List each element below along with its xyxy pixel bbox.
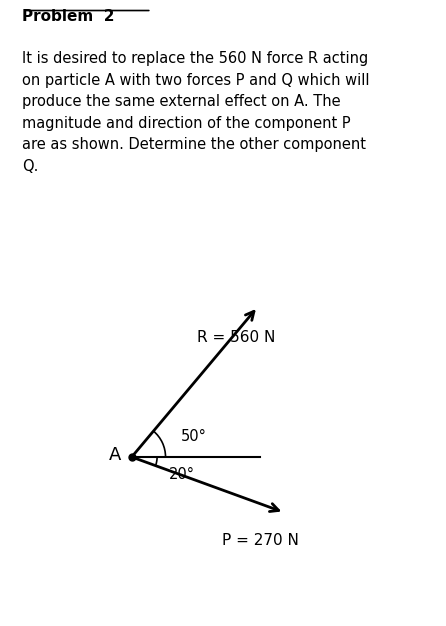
Text: A: A	[109, 446, 121, 464]
Text: 50°: 50°	[181, 429, 206, 444]
Text: R = 560 N: R = 560 N	[197, 330, 275, 345]
Text: It is desired to replace the 560 N force R acting
on particle A with two forces : It is desired to replace the 560 N force…	[22, 51, 370, 174]
Text: Problem  2: Problem 2	[22, 9, 115, 24]
Text: P = 270 N: P = 270 N	[222, 533, 298, 548]
Text: 20°: 20°	[169, 467, 195, 482]
